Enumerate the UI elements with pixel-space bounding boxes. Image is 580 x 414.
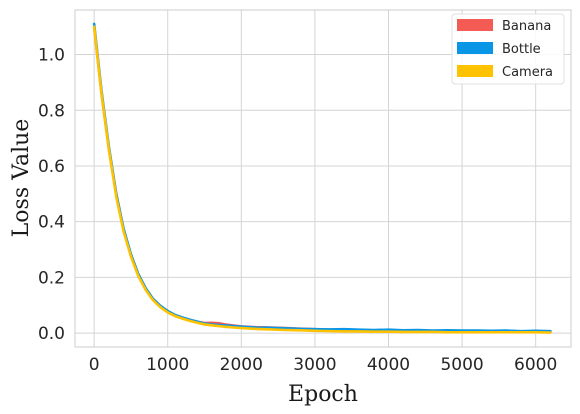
series-line-camera (92, 25, 552, 334)
x-axis-label: Epoch (288, 382, 358, 407)
legend-swatch-camera (457, 65, 493, 77)
legend-swatch-banana (457, 19, 493, 31)
x-tick-labels: 0 1000 2000 3000 4000 5000 6000 (89, 355, 558, 375)
x-tick-label: 5000 (440, 355, 483, 375)
x-tick-label: 3000 (293, 355, 336, 375)
y-tick-label: 0.4 (38, 213, 65, 233)
x-tick-label: 2000 (220, 355, 263, 375)
legend-label-camera: Camera (502, 65, 553, 80)
series-layer (92, 22, 552, 334)
x-tick-label: 4000 (367, 355, 410, 375)
x-tick-label: 1000 (146, 355, 189, 375)
x-tick-label: 6000 (514, 355, 557, 375)
y-tick-label: 0.0 (38, 324, 65, 344)
y-tick-labels: 0.0 0.2 0.4 0.6 0.8 1.0 (38, 46, 65, 345)
legend-label-bottle: Bottle (502, 42, 541, 57)
y-axis-label: Loss Value (9, 119, 34, 238)
x-tick-label: 0 (89, 355, 100, 375)
y-tick-label: 0.8 (38, 101, 65, 121)
legend-label-banana: Banana (502, 19, 551, 34)
y-tick-label: 0.6 (38, 157, 65, 177)
plot-frame (74, 9, 572, 348)
y-tick-label: 0.2 (38, 268, 65, 288)
y-tick-label: 1.0 (38, 46, 65, 66)
legend-swatch-bottle (457, 42, 493, 54)
legend: Banana Bottle Camera (451, 13, 565, 85)
